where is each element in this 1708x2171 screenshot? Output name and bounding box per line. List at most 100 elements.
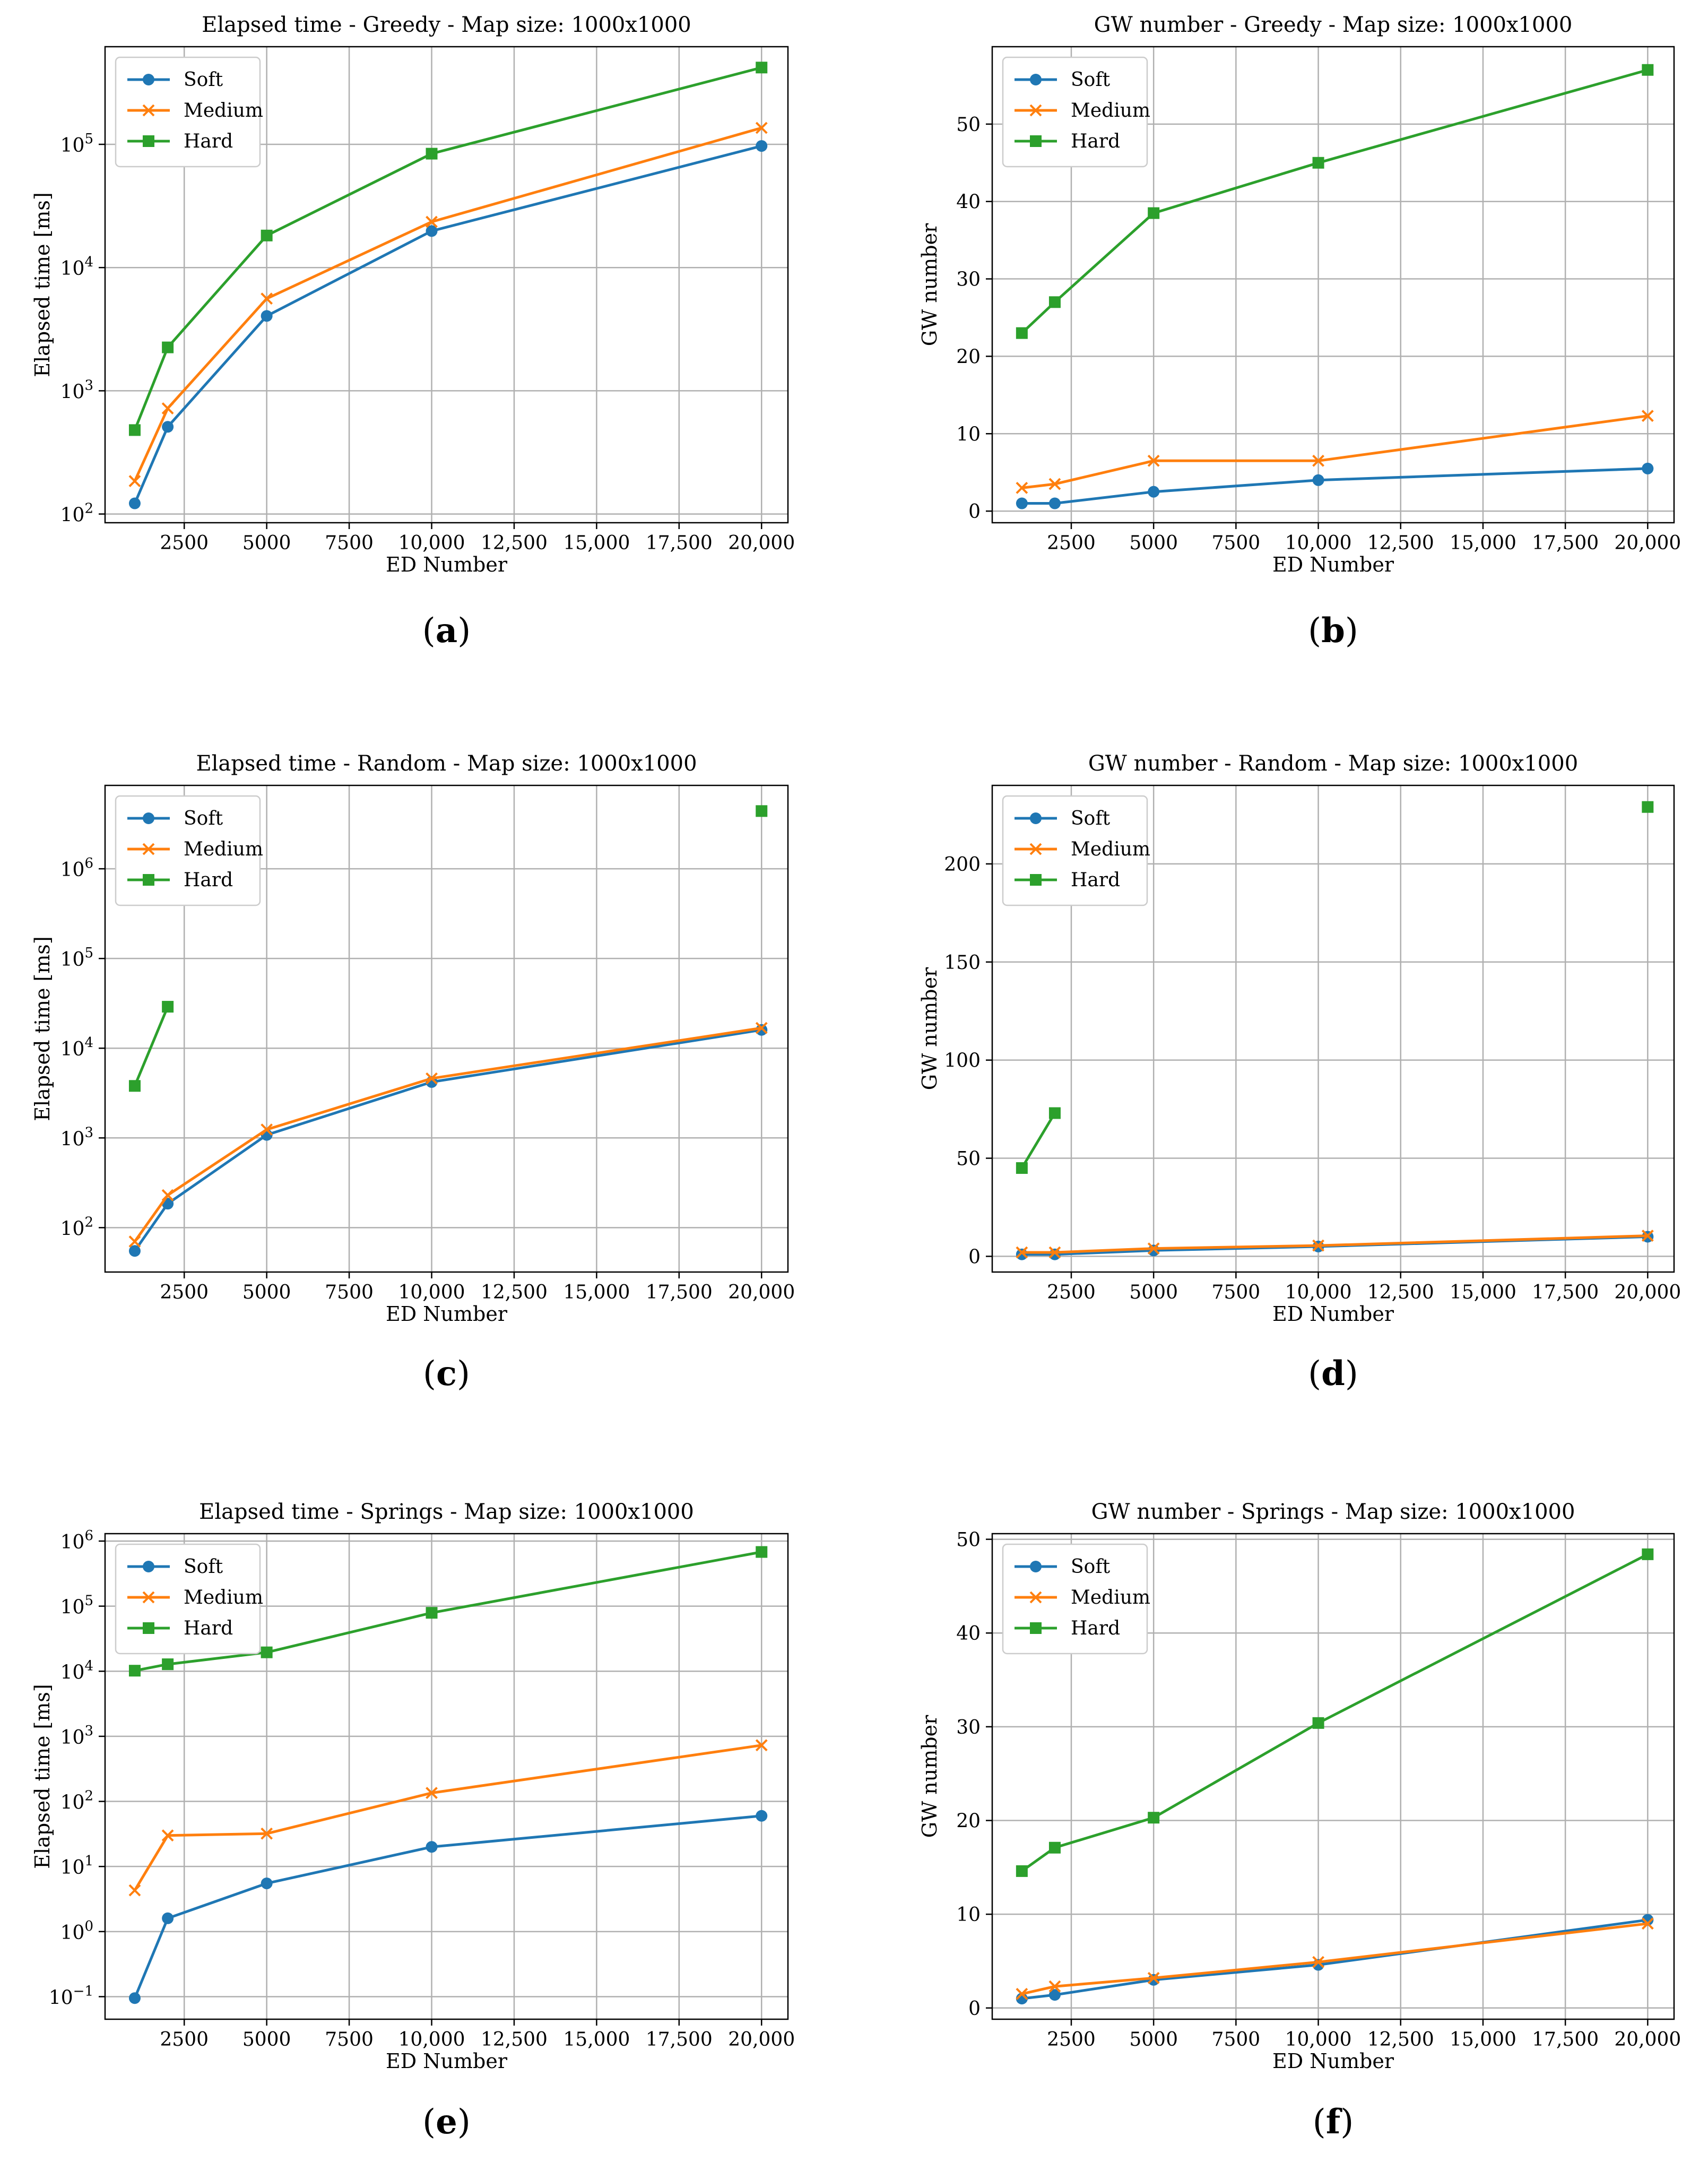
data-point-hard <box>1642 801 1654 813</box>
legend-marker-soft <box>1030 812 1042 824</box>
x-tick-label: 12,500 <box>1367 1282 1434 1303</box>
plot-frame <box>991 46 1675 524</box>
legend-marker-soft <box>143 74 154 85</box>
data-point-hard <box>162 1658 174 1671</box>
series-line-medium <box>133 1026 762 1242</box>
legend-label-medium: Medium <box>1071 100 1150 122</box>
data-point-medium <box>1312 1956 1324 1968</box>
data-point-medium <box>755 1739 768 1752</box>
y-tick-exponent: 2 <box>84 1788 93 1804</box>
data-point-soft <box>1148 1244 1160 1257</box>
x-tick-label: 5000 <box>242 532 291 554</box>
legend-marker-medium <box>142 1591 155 1604</box>
x-tick-label: 17,500 <box>646 1282 713 1303</box>
panel-caption-letter: b <box>1321 611 1345 651</box>
chart-title: Elapsed time - Springs - Map size: 1000x… <box>199 1500 694 1524</box>
y-tick-label: 103 <box>60 1125 93 1150</box>
y-tick-label: 50 <box>956 1529 981 1551</box>
x-tick-label: 15,000 <box>563 2029 630 2051</box>
data-point-medium <box>755 122 768 134</box>
y-tick-exponent: 4 <box>84 254 93 270</box>
y-tick-label: 102 <box>60 1214 93 1240</box>
y-tick-label: 100 <box>60 1918 93 1944</box>
data-point-soft <box>756 1810 768 1822</box>
x-tick-label: 7500 <box>325 1282 374 1303</box>
chart-title: GW number - Random - Map size: 1000x1000 <box>1088 751 1578 776</box>
legend-marker-hard <box>1030 135 1042 147</box>
y-tick-exponent: −1 <box>73 1983 93 1999</box>
panel-caption: (d) <box>1308 1354 1358 1394</box>
data-point-medium <box>161 402 174 414</box>
data-point-medium <box>1147 454 1160 467</box>
series-soft <box>128 1024 768 1257</box>
panel-caption-letter: a <box>436 611 457 651</box>
y-tick-label: 20 <box>956 346 981 368</box>
legend-label-hard: Hard <box>1071 131 1120 152</box>
data-point-soft <box>128 1992 141 2004</box>
series-medium <box>128 1739 768 1897</box>
data-point-soft <box>426 1841 438 1853</box>
data-point-soft <box>1148 486 1160 498</box>
y-tick-exponent: 2 <box>84 1214 93 1230</box>
legend-label-soft: Soft <box>184 69 223 91</box>
series-medium <box>1016 410 1654 494</box>
chart-panel-d: 2500 5000 7500 10,000 12,500 15,000 17,500 20,0… <box>918 751 1681 1394</box>
data-point-medium <box>1048 1980 1061 1993</box>
data-point-medium <box>1016 1987 1028 2000</box>
data-point-soft <box>128 1245 141 1257</box>
data-point-hard <box>1312 157 1324 169</box>
data-point-medium <box>1312 1239 1324 1252</box>
y-tick-label: 104 <box>60 1658 93 1683</box>
data-point-medium <box>426 1072 438 1085</box>
y-tick-label: 0 <box>968 1998 981 2020</box>
series-soft <box>128 1810 768 2004</box>
legend-marker-hard <box>1030 874 1042 886</box>
y-tick-exponent: 5 <box>84 1593 93 1609</box>
y-axis-label: Elapsed time [ms] <box>31 1684 54 1869</box>
data-point-medium <box>261 1123 273 1136</box>
x-tick-label: 5000 <box>1129 532 1178 554</box>
x-axis-label: ED Number <box>386 1302 508 1326</box>
y-tick-label: 104 <box>60 1035 93 1060</box>
x-tick-label: 2500 <box>160 532 209 554</box>
panel-caption: (c) <box>423 1354 470 1394</box>
x-tick-label: 17,500 <box>1532 2029 1599 2051</box>
panel-caption-letter: e <box>436 2102 457 2142</box>
data-point-soft <box>1048 497 1061 509</box>
y-tick-exponent: 3 <box>84 377 93 393</box>
x-tick-label: 5000 <box>242 2029 291 2051</box>
x-axis-label: ED Number <box>1272 1302 1394 1326</box>
series-line-soft <box>133 1028 762 1252</box>
y-tick-label: 20 <box>956 1811 981 1832</box>
data-point-medium <box>128 1884 141 1897</box>
data-point-medium <box>426 215 438 228</box>
series-medium <box>128 122 768 487</box>
y-tick-exponent: 4 <box>84 1035 93 1051</box>
series-hard <box>1016 801 1654 1174</box>
panel-caption-letter: f <box>1326 2102 1342 2142</box>
legend-label-hard: Hard <box>184 869 233 891</box>
x-tick-label: 10,000 <box>1285 1282 1352 1303</box>
legend-marker-hard <box>143 1622 154 1634</box>
y-tick-label: 0 <box>968 501 981 523</box>
chart-panel-b: 2500 5000 7500 10,000 12,500 15,000 17,500 20,0… <box>918 13 1681 651</box>
panel-caption: (b) <box>1308 611 1358 651</box>
panel-caption: (e) <box>422 2102 471 2142</box>
legend-label-medium: Medium <box>1071 1587 1150 1608</box>
data-point-soft <box>1312 474 1324 486</box>
legend: Soft Medium Hard <box>115 795 263 906</box>
y-axis-label: Elapsed time [ms] <box>31 192 54 377</box>
panel-caption-letter: d <box>1321 1354 1345 1394</box>
legend: Soft Medium Hard <box>1002 795 1150 906</box>
x-tick-label: 5000 <box>1129 2029 1178 2051</box>
legend: Soft Medium Hard <box>1002 56 1150 168</box>
y-tick-label: 50 <box>956 114 981 136</box>
y-tick-exponent: 6 <box>84 1528 93 1544</box>
legend-label-hard: Hard <box>1071 1618 1120 1639</box>
y-tick-label: 200 <box>944 854 981 876</box>
legend-marker-hard <box>1030 1622 1042 1634</box>
x-tick-label: 12,500 <box>481 532 548 554</box>
series-line-soft <box>1021 467 1648 505</box>
legend-label-soft: Soft <box>184 808 223 829</box>
x-tick-label: 2500 <box>160 2029 209 2051</box>
